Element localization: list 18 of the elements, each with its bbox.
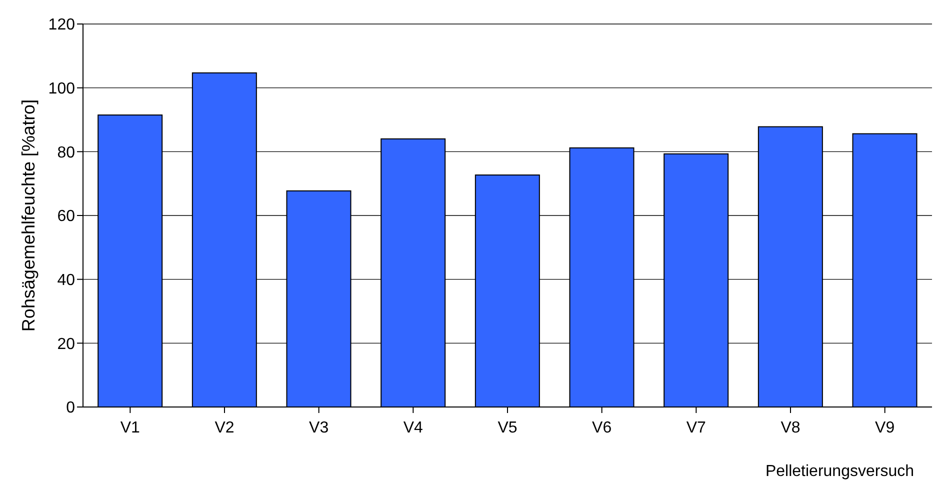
y-tick-label: 0 bbox=[66, 400, 76, 417]
x-tick-label: V9 bbox=[875, 419, 895, 436]
y-tick-label: 80 bbox=[57, 144, 76, 162]
x-tick-label: V6 bbox=[592, 419, 612, 436]
x-axis-title: Pelletierungsversuch bbox=[765, 463, 914, 480]
x-tick-label: V3 bbox=[309, 419, 329, 436]
y-tick-label: 40 bbox=[57, 272, 76, 290]
x-tick-label: V2 bbox=[214, 419, 234, 436]
y-tick-label: 100 bbox=[48, 80, 76, 98]
x-tick-label: V7 bbox=[686, 419, 706, 436]
y-tick-label: 20 bbox=[57, 336, 76, 353]
y-tick-label: 60 bbox=[57, 208, 76, 226]
y-tick-label: 120 bbox=[48, 16, 76, 34]
x-tick-label: V5 bbox=[498, 419, 518, 436]
y-axis-title: Rohsägemehlfeuchte [%atro] bbox=[18, 99, 38, 332]
x-tick-label: V4 bbox=[403, 419, 424, 436]
x-tick-label: V8 bbox=[780, 419, 800, 436]
x-tick-label: V1 bbox=[120, 419, 140, 436]
